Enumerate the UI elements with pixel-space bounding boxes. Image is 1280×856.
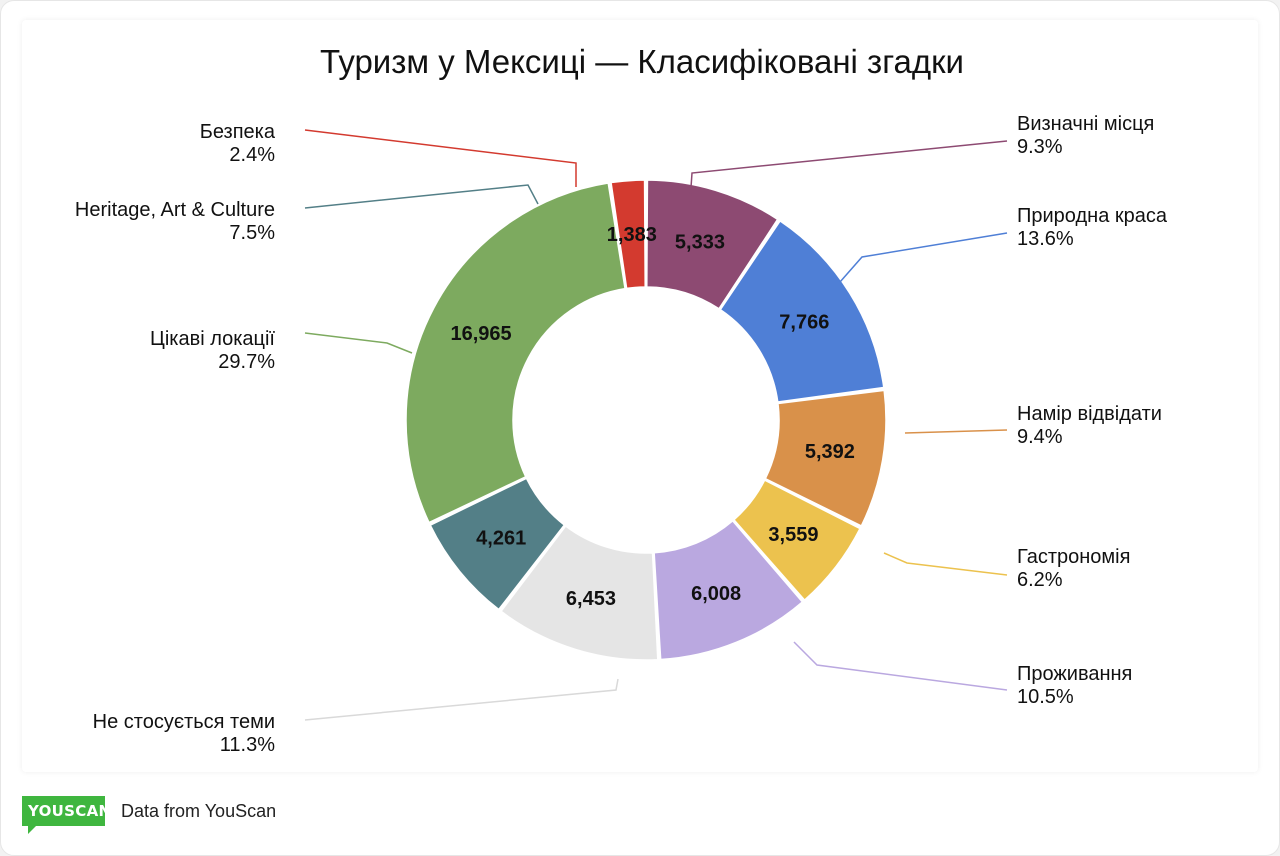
donut-chart: Туризм у Мексиці — Класифіковані згадки 5… xyxy=(75,43,1168,756)
value-label-гастрономія: 3,559 xyxy=(768,524,818,546)
slice-безпека xyxy=(610,179,646,290)
category-label-цікаві-локації: Цікаві локації xyxy=(150,328,275,350)
value-label-цікаві-локації: 16,965 xyxy=(450,323,511,345)
percent-label-цікаві-локації: 29.7% xyxy=(218,351,275,373)
percent-label-природна-краса: 13.6% xyxy=(1017,228,1074,250)
slice-природна-краса xyxy=(719,219,885,403)
youscan-logo: YOUSCAN xyxy=(22,796,111,834)
slice-не-стосується-теми xyxy=(499,524,659,661)
value-label-визначні-місця: 5,333 xyxy=(675,231,725,253)
percent-label-гастрономія: 6.2% xyxy=(1017,569,1063,591)
chart-title: Туризм у Мексиці — Класифіковані згадки xyxy=(320,43,964,80)
leader-line-цікаві-локації xyxy=(304,332,413,354)
data-source-text: Data from YouScan xyxy=(121,800,277,821)
category-label-безпека: Безпека xyxy=(200,121,276,143)
leader-line-визначні-місця xyxy=(689,140,1008,203)
value-label-проживання: 6,008 xyxy=(691,583,741,605)
leader-line-heritage-art-culture xyxy=(304,184,539,209)
value-label-намір-відвідати: 5,392 xyxy=(805,441,855,463)
leader-line-безпека xyxy=(304,129,577,187)
percent-label-безпека: 2.4% xyxy=(229,144,275,166)
category-label-намір-відвідати: Намір відвідати xyxy=(1017,403,1162,425)
category-label-проживання: Проживання xyxy=(1017,663,1132,685)
value-label-природна-краса: 7,766 xyxy=(779,311,829,333)
leader-line-не-стосується-теми xyxy=(304,678,619,721)
footer: YOUSCAN Data from YouScan xyxy=(22,795,277,834)
percent-label-намір-відвідати: 9.4% xyxy=(1017,426,1063,448)
slice-гастрономія xyxy=(732,479,862,602)
leader-line-природна-краса xyxy=(839,232,1008,283)
percent-label-проживання: 10.5% xyxy=(1017,686,1074,708)
leader-line-гастрономія xyxy=(883,552,1008,576)
value-label-безпека: 1,383 xyxy=(607,224,657,246)
slice-визначні-місця xyxy=(646,179,779,310)
leader-line-намір-відвідати xyxy=(904,429,1008,434)
category-label-не-стосується-теми: Не стосується теми xyxy=(93,711,275,733)
category-label-гастрономія: Гастрономія xyxy=(1017,546,1130,568)
category-label-природна-краса: Природна краса xyxy=(1017,205,1168,227)
percent-label-визначні-місця: 9.3% xyxy=(1017,136,1063,158)
percent-label-не-стосується-теми: 11.3% xyxy=(220,734,275,756)
slice-намір-відвідати xyxy=(764,389,887,527)
chart-card: Туризм у Мексиці — Класифіковані згадки 5… xyxy=(22,20,1258,772)
slice-цікаві-локації xyxy=(405,182,626,524)
percent-label-heritage-art-culture: 7.5% xyxy=(229,222,275,244)
slice-heritage-art-culture xyxy=(429,477,566,611)
leader-line-проживання xyxy=(793,641,1008,691)
value-label-heritage-art-culture: 4,261 xyxy=(476,528,526,550)
category-label-heritage-art-culture: Heritage, Art & Culture xyxy=(75,199,275,221)
slice-проживання xyxy=(653,519,804,661)
category-label-визначні-місця: Визначні місця xyxy=(1017,113,1154,135)
value-label-не-стосується-теми: 6,453 xyxy=(566,588,616,610)
